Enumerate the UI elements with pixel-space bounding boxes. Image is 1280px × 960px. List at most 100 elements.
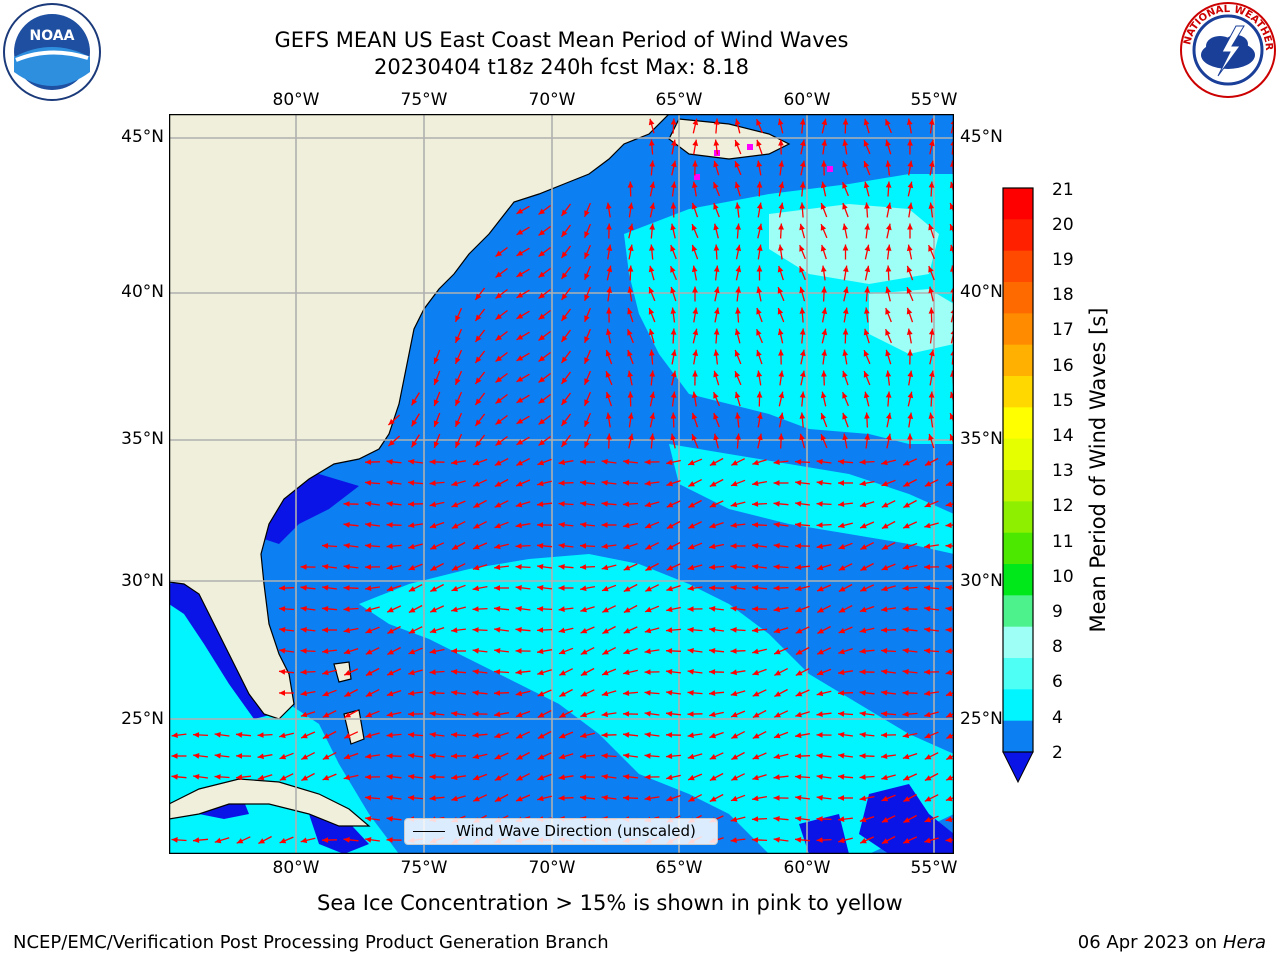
wind-wave-arrow-head bbox=[300, 585, 307, 591]
wind-wave-arrow-head bbox=[344, 670, 351, 676]
wind-wave-arrow-head bbox=[838, 774, 845, 780]
wind-wave-arrow-head bbox=[773, 774, 780, 780]
wind-wave-arrow-head bbox=[623, 501, 630, 507]
map-frame bbox=[169, 114, 954, 854]
wind-wave-arrow-head bbox=[580, 649, 588, 655]
wind-wave-arrow-head bbox=[924, 754, 932, 760]
wind-wave-arrow-head bbox=[561, 251, 568, 258]
wind-wave-arrow-head bbox=[605, 202, 612, 209]
lon-label-bottom: 75°W bbox=[400, 858, 448, 878]
wind-wave-arrow-head bbox=[601, 543, 608, 549]
wind-wave-arrow-head bbox=[731, 460, 738, 466]
wind-wave-arrow-head bbox=[649, 181, 656, 189]
wind-wave-arrow-head bbox=[472, 606, 479, 612]
wind-wave-arrow-head bbox=[627, 307, 633, 315]
wind-wave-arrow-head bbox=[713, 118, 720, 125]
sea-ice-note: Sea Ice Concentration > 15% is shown in … bbox=[317, 891, 903, 915]
wind-wave-arrow-head bbox=[907, 391, 914, 399]
wind-wave-arrow-head bbox=[709, 669, 716, 675]
wind-wave-arrow-head bbox=[473, 523, 480, 529]
wind-wave-arrow-head bbox=[343, 606, 350, 612]
wind-wave-arrow-head bbox=[387, 649, 394, 655]
wind-wave-arrow-head bbox=[799, 181, 806, 188]
wind-wave-arrow-head bbox=[752, 522, 759, 528]
wind-wave-arrow-head bbox=[863, 371, 870, 378]
colorbar-band bbox=[1003, 501, 1033, 534]
wind-wave-arrow-head bbox=[928, 412, 935, 419]
wind-wave-arrow-head bbox=[907, 181, 914, 189]
wind-wave-arrow-head bbox=[623, 628, 631, 634]
wind-wave-arrow-head bbox=[756, 349, 762, 357]
wind-wave-arrow-head bbox=[408, 543, 415, 550]
wind-wave-arrow-head bbox=[816, 732, 823, 738]
wind-wave-arrow-head bbox=[842, 118, 849, 125]
colorbar-band bbox=[1003, 219, 1033, 252]
wind-wave-arrow-head bbox=[558, 564, 565, 570]
wind-wave-arrow-head bbox=[907, 223, 913, 230]
wind-wave-arrow-head bbox=[515, 501, 523, 508]
wind-wave-arrow-head bbox=[688, 502, 695, 508]
wind-wave-arrow-head bbox=[838, 480, 844, 486]
wind-wave-arrow-head bbox=[580, 732, 587, 739]
wind-wave-arrow-head bbox=[816, 480, 823, 486]
wind-wave-arrow-head bbox=[584, 420, 590, 427]
wind-wave-arrow-head bbox=[817, 669, 824, 676]
wind-wave-arrow-head bbox=[322, 606, 329, 612]
wind-wave-arrow-head bbox=[752, 543, 759, 549]
colorbar-tick: 15 bbox=[1052, 391, 1074, 411]
wind-wave-arrow-head bbox=[687, 690, 694, 696]
wind-wave-arrow-head bbox=[821, 328, 828, 336]
wind-wave-arrow-head bbox=[734, 181, 741, 189]
wind-wave-arrow-head bbox=[451, 753, 458, 759]
wind-wave-arrow-head bbox=[649, 202, 656, 210]
wind-wave-arrow-head bbox=[817, 586, 824, 592]
wind-wave-arrow-head bbox=[408, 669, 415, 676]
wind-wave-arrow-head bbox=[752, 837, 759, 843]
wind-wave-arrow-head bbox=[516, 376, 524, 382]
wind-wave-arrow-head bbox=[666, 648, 673, 654]
wind-wave-arrow-head bbox=[494, 481, 502, 487]
wind-wave-arrow-head bbox=[558, 459, 565, 466]
wind-wave-arrow-head bbox=[946, 775, 953, 781]
wind-wave-arrow-head bbox=[713, 413, 719, 420]
wind-wave-arrow-head bbox=[902, 543, 910, 550]
wind-wave-arrow-head bbox=[906, 328, 913, 335]
wind-wave-arrow-head bbox=[902, 711, 909, 717]
wind-wave-arrow-head bbox=[645, 606, 652, 613]
andros-island-land bbox=[333, 661, 352, 683]
wind-wave-arrow-head bbox=[666, 690, 673, 696]
wind-wave-arrow-head bbox=[838, 543, 846, 550]
wind-wave-arrow-head bbox=[495, 439, 502, 446]
wind-wave-arrow-head bbox=[580, 480, 587, 486]
wind-wave-arrow-head bbox=[433, 420, 440, 427]
wind-wave-arrow-head bbox=[584, 378, 590, 385]
wind-wave-arrow-head bbox=[752, 585, 759, 591]
wind-wave-arrow-head bbox=[451, 606, 458, 613]
wind-wave-arrow-head bbox=[774, 670, 781, 676]
wind-wave-arrow-head bbox=[881, 690, 888, 696]
wind-wave-arrow-head bbox=[494, 522, 502, 529]
wind-wave-arrow-head bbox=[627, 412, 634, 419]
wind-wave-arrow-head bbox=[451, 585, 459, 592]
wind-wave-arrow-head bbox=[516, 334, 524, 340]
wind-wave-arrow-head bbox=[902, 627, 909, 633]
wind-wave-arrow-head bbox=[777, 328, 784, 336]
wind-wave-arrow-head bbox=[842, 160, 848, 168]
wind-wave-arrow-head bbox=[236, 838, 244, 844]
wind-wave-arrow-head bbox=[756, 391, 763, 398]
wind-wave-arrow-head bbox=[859, 690, 866, 696]
wind-wave-arrow-head bbox=[171, 774, 178, 780]
wind-wave-arrow-head bbox=[648, 328, 655, 336]
wave-period-6-8-regions bbox=[769, 204, 954, 354]
wind-wave-arrow-head bbox=[343, 522, 350, 528]
wind-wave-arrow-head bbox=[924, 711, 931, 718]
wind-wave-arrow-head bbox=[709, 711, 716, 718]
wind-wave-arrow-head bbox=[864, 286, 870, 293]
wind-wave-arrow-head bbox=[561, 272, 568, 279]
wind-wave-arrow-head bbox=[795, 459, 802, 465]
wind-wave-arrow-head bbox=[709, 732, 717, 739]
wind-wave-arrow-head bbox=[516, 460, 523, 466]
wind-wave-arrow-head bbox=[709, 754, 717, 760]
wind-wave-arrow-head bbox=[537, 543, 544, 549]
wind-wave-arrow-head bbox=[495, 271, 502, 278]
